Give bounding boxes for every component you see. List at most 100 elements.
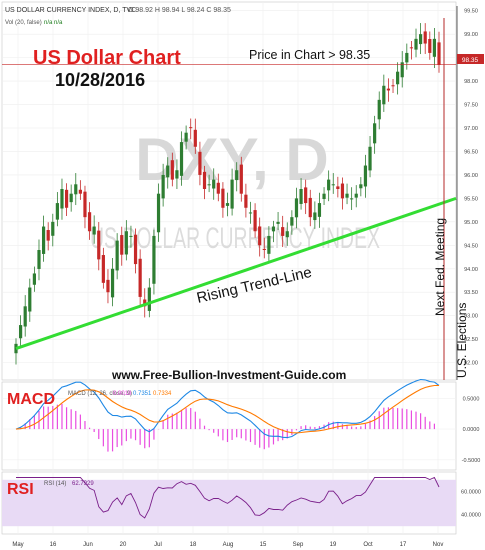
- candle-body: [345, 193, 349, 198]
- candle-body: [336, 186, 340, 189]
- candle-body: [248, 212, 253, 214]
- candle-body: [115, 240, 119, 271]
- candle-body: [322, 193, 326, 200]
- rsi-band: [2, 479, 456, 527]
- candle-body: [156, 193, 161, 233]
- candle-body: [359, 184, 363, 189]
- candle-body: [41, 226, 46, 254]
- candle-body: [230, 179, 234, 209]
- elections-label: U.S. Elections: [455, 303, 469, 378]
- candle-body: [138, 258, 142, 297]
- candle-body: [267, 235, 271, 254]
- candle-body: [97, 230, 101, 260]
- vol-value: n/a n/a: [44, 20, 63, 26]
- candle-body: [124, 231, 128, 255]
- price-tick-label: 99.50: [464, 9, 478, 15]
- x-tick-label: May: [12, 542, 23, 548]
- candle-body: [400, 62, 404, 78]
- candle-body: [120, 235, 124, 255]
- macd-line: [15, 378, 440, 439]
- candle-body: [276, 221, 280, 224]
- vol-line: Vol (20, false): [5, 20, 42, 26]
- candle-body: [391, 85, 395, 87]
- macd-hist-value: 0.0018: [113, 391, 132, 397]
- price-tick-label: 95.00: [464, 220, 478, 226]
- candle-body: [23, 306, 27, 327]
- candle-body: [340, 183, 345, 199]
- fed-label: Next Fed. Meeting: [433, 218, 447, 316]
- x-tick-label: Jul: [154, 542, 162, 548]
- candle-body: [354, 193, 358, 198]
- symbol-line: US DOLLAR CURRENCY INDEX, D, TVC: [5, 7, 136, 14]
- candle-body: [377, 99, 381, 120]
- candle-body: [175, 170, 179, 179]
- candle-body: [432, 38, 437, 57]
- candle-body: [184, 132, 188, 142]
- candle-body: [87, 212, 92, 232]
- candle-body: [271, 226, 276, 232]
- x-tick-label: 18: [190, 542, 197, 548]
- x-tick-label: Nov: [433, 542, 444, 548]
- candle-body: [147, 287, 151, 311]
- candle-body: [373, 123, 377, 144]
- price-badge-bg: [457, 54, 484, 64]
- candle-body: [92, 226, 96, 235]
- candle-body: [166, 165, 170, 178]
- x-tick-label: Jun: [83, 542, 93, 548]
- price-panel: [1, 1, 457, 381]
- chart-date: 10/28/2016: [55, 70, 145, 90]
- candle-body: [37, 250, 41, 269]
- candle-body: [225, 203, 230, 206]
- candle-body: [423, 31, 427, 44]
- candle-body: [304, 187, 308, 204]
- candle-body: [253, 210, 257, 232]
- candle-body: [285, 231, 289, 238]
- candle-body: [350, 198, 354, 200]
- candle-body: [170, 160, 174, 180]
- price-tick-label: 92.50: [464, 337, 478, 343]
- rsi-tick-label: 60.0000: [461, 489, 481, 495]
- candle-body: [189, 127, 193, 129]
- macd-panel: [1, 381, 457, 471]
- candle-body: [331, 184, 335, 186]
- candle-body: [106, 279, 110, 293]
- candle-body: [69, 193, 73, 203]
- candle-body: [51, 221, 55, 236]
- candle-body: [101, 255, 105, 283]
- candle-body: [110, 268, 115, 298]
- macd-params: MACD (12, 26, close, 9): [68, 391, 132, 397]
- candle-body: [207, 184, 211, 186]
- chart-title: US Dollar Chart: [33, 47, 181, 69]
- candle-body: [428, 38, 432, 53]
- candle-body: [313, 212, 317, 221]
- price-tick-label: 94.00: [464, 267, 478, 273]
- rsi-value: 62.7929: [72, 481, 94, 487]
- rsi-label: RSI: [7, 481, 34, 498]
- candle-body: [368, 146, 372, 171]
- candle-body: [281, 227, 285, 236]
- price-tick-label: 99.00: [464, 32, 478, 38]
- candle-body: [179, 142, 184, 176]
- candle-body: [386, 88, 391, 91]
- candle-body: [60, 189, 64, 209]
- candle-body: [308, 197, 312, 218]
- candle-body: [405, 52, 409, 63]
- price-badge: 98.35: [462, 57, 479, 64]
- rising-trend-line: [15, 196, 457, 350]
- candle-body: [46, 230, 50, 241]
- rsi-line: [16, 476, 440, 519]
- x-tick-label: 16: [50, 542, 57, 548]
- macd-line-value: 0.7351: [133, 391, 152, 397]
- macd-tick-label: 0.5000: [463, 396, 480, 402]
- macd-tick-label: 0.0000: [463, 427, 480, 433]
- macd-signal-value: 0.7334: [153, 391, 172, 397]
- candle-body: [152, 235, 156, 284]
- candle-body: [28, 287, 32, 312]
- candle-body: [161, 174, 165, 199]
- candle-body: [409, 47, 414, 49]
- price-tick-label: 96.50: [464, 149, 478, 155]
- price-tick-label: 97.00: [464, 126, 478, 132]
- candle-body: [129, 235, 133, 237]
- price-tick-label: 93.00: [464, 314, 478, 320]
- candle-body: [18, 325, 23, 339]
